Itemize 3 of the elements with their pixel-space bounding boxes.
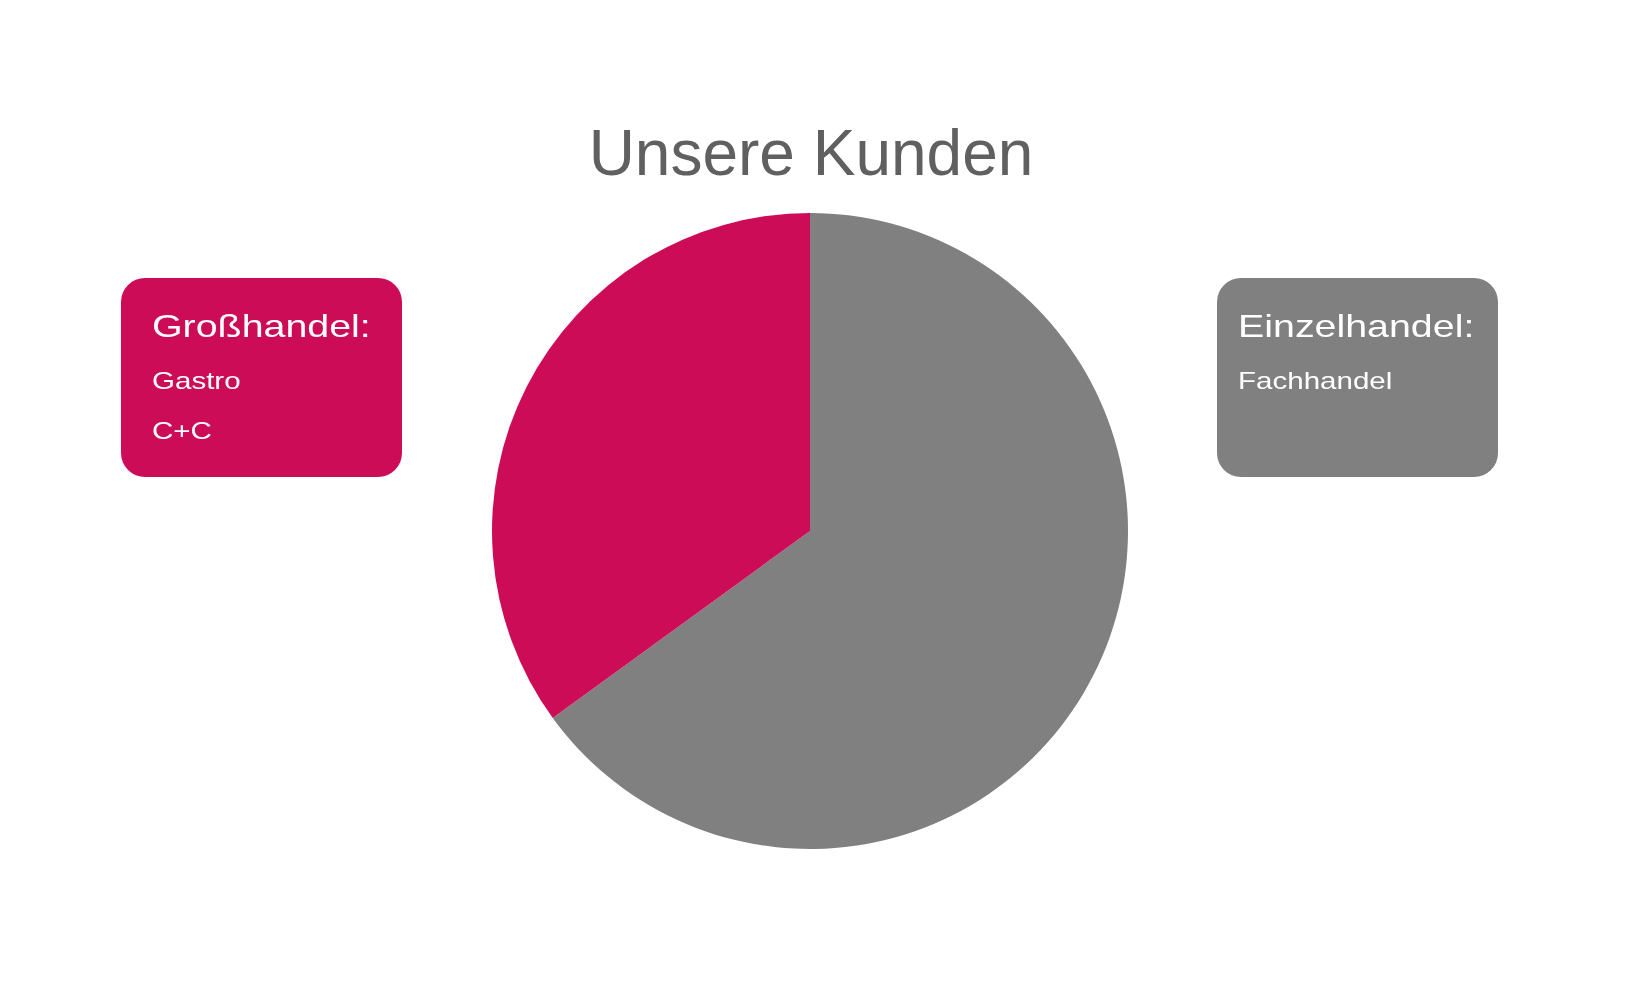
chart-title: Unsere Kunden bbox=[587, 117, 1035, 189]
slice-label: Großhandel: Gastro C+C bbox=[152, 307, 371, 446]
slice-label: Einzelhandel: Fachhandel bbox=[1238, 307, 1475, 396]
